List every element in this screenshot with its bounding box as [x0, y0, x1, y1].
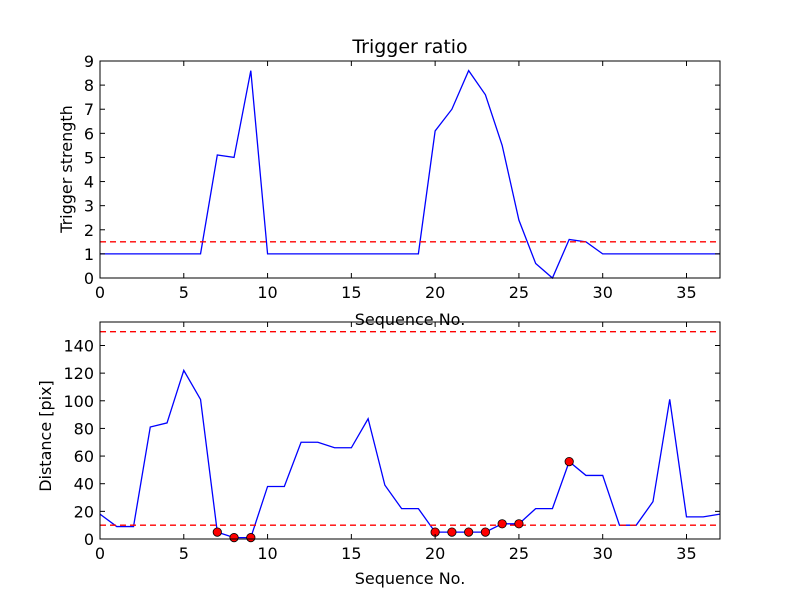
data-marker: [497, 519, 507, 529]
x-tick-label: 15: [341, 283, 361, 302]
y-tick-label: 6: [84, 124, 94, 143]
y-tick-label: 5: [84, 148, 94, 167]
y-axis-label: Trigger strength: [57, 105, 76, 234]
data-marker: [514, 519, 524, 529]
y-tick-label: 9: [84, 52, 94, 71]
y-tick-label: 80: [74, 419, 94, 438]
x-tick-label: 35: [676, 283, 696, 302]
y-tick-label: 120: [63, 364, 94, 383]
x-tick-label: 20: [425, 283, 445, 302]
y-tick-label: 0: [84, 530, 94, 549]
x-tick-label: 0: [95, 283, 105, 302]
x-tick-label: 5: [179, 283, 189, 302]
y-tick-label: 7: [84, 100, 94, 119]
trigger-ratio-plot: Trigger ratio Trigger strength Sequence …: [57, 36, 721, 329]
x-axis-label: Sequence No.: [355, 569, 466, 588]
y-tick-label: 40: [74, 475, 94, 494]
chart-title: Trigger ratio: [351, 36, 467, 58]
data-marker: [447, 527, 457, 537]
y-tick-label: 60: [74, 447, 94, 466]
data-marker: [564, 456, 574, 467]
data-marker: [229, 533, 239, 543]
y-tick-label: 1: [84, 245, 94, 264]
axes-frame: [99, 60, 721, 279]
y-tick-label: 4: [84, 173, 94, 192]
x-tick-label: 10: [257, 544, 277, 563]
x-tick-label: 10: [257, 283, 277, 302]
x-tick-label: 25: [509, 544, 529, 563]
x-tick-label: 30: [593, 283, 613, 302]
y-tick-label: 8: [84, 76, 94, 95]
y-tick-label: 3: [84, 197, 94, 216]
x-tick-label: 15: [341, 544, 361, 563]
axes-frame: [99, 321, 721, 540]
x-tick-label: 30: [593, 544, 613, 563]
y-tick-label: 140: [63, 336, 94, 355]
x-tick-label: 0: [95, 544, 105, 563]
data-marker: [464, 527, 474, 537]
series-line-0: [99, 368, 721, 539]
distance-plot: Distance [pix] Sequence No. 0 5 10 15 20 25 30…: [36, 321, 721, 588]
data-marker: [246, 533, 256, 543]
x-tick-label: 20: [425, 544, 445, 563]
x-axis-label: Sequence No.: [355, 310, 466, 329]
y-tick-label: 0: [84, 269, 94, 288]
series-line-0: [100, 69, 720, 280]
y-tick-label: 100: [63, 392, 94, 411]
x-tick-label: 5: [179, 544, 189, 563]
data-marker: [480, 527, 491, 537]
data-marker: [212, 527, 222, 537]
y-tick-label: 2: [84, 221, 94, 240]
y-tick-label: 20: [74, 502, 94, 521]
y-axis-label: Distance [pix]: [36, 380, 55, 492]
x-tick-label: 25: [509, 283, 529, 302]
x-tick-label: 35: [676, 544, 696, 563]
